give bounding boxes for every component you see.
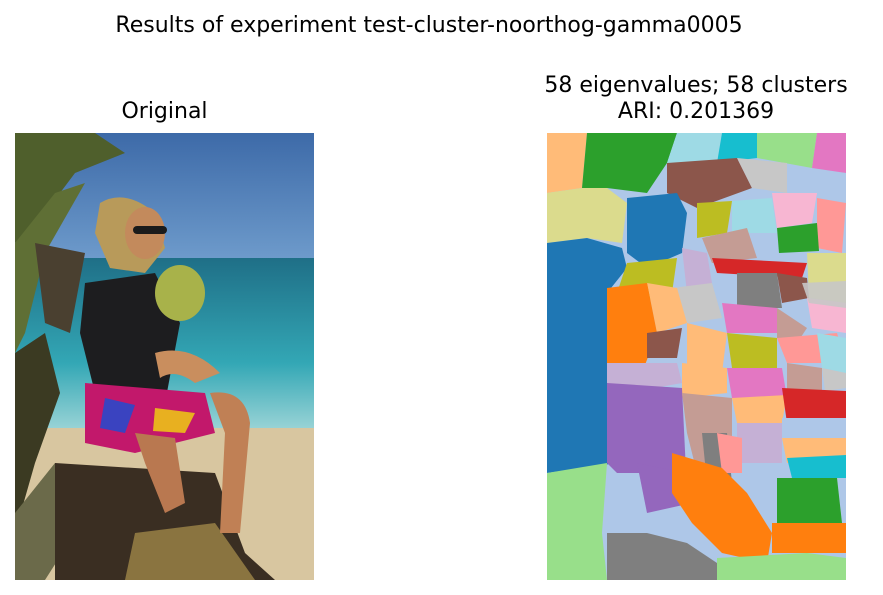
result-panel-title: 58 eigenvalues; 58 clusters ARI: 0.20136… — [496, 73, 883, 125]
result-title-line-1: 58 eigenvalues; 58 clusters — [544, 73, 848, 98]
original-image — [15, 133, 314, 580]
original-panel-title: Original — [121, 99, 208, 124]
figure-suptitle: Results of experiment test-cluster-noort… — [115, 13, 743, 38]
segmentation-image — [547, 133, 846, 580]
segmentation-drawing — [547, 133, 846, 580]
straw — [125, 523, 255, 580]
woman-figure — [80, 197, 250, 533]
original-image-drawing — [15, 133, 314, 580]
result-title-line-2: ARI: 0.201369 — [617, 99, 775, 124]
